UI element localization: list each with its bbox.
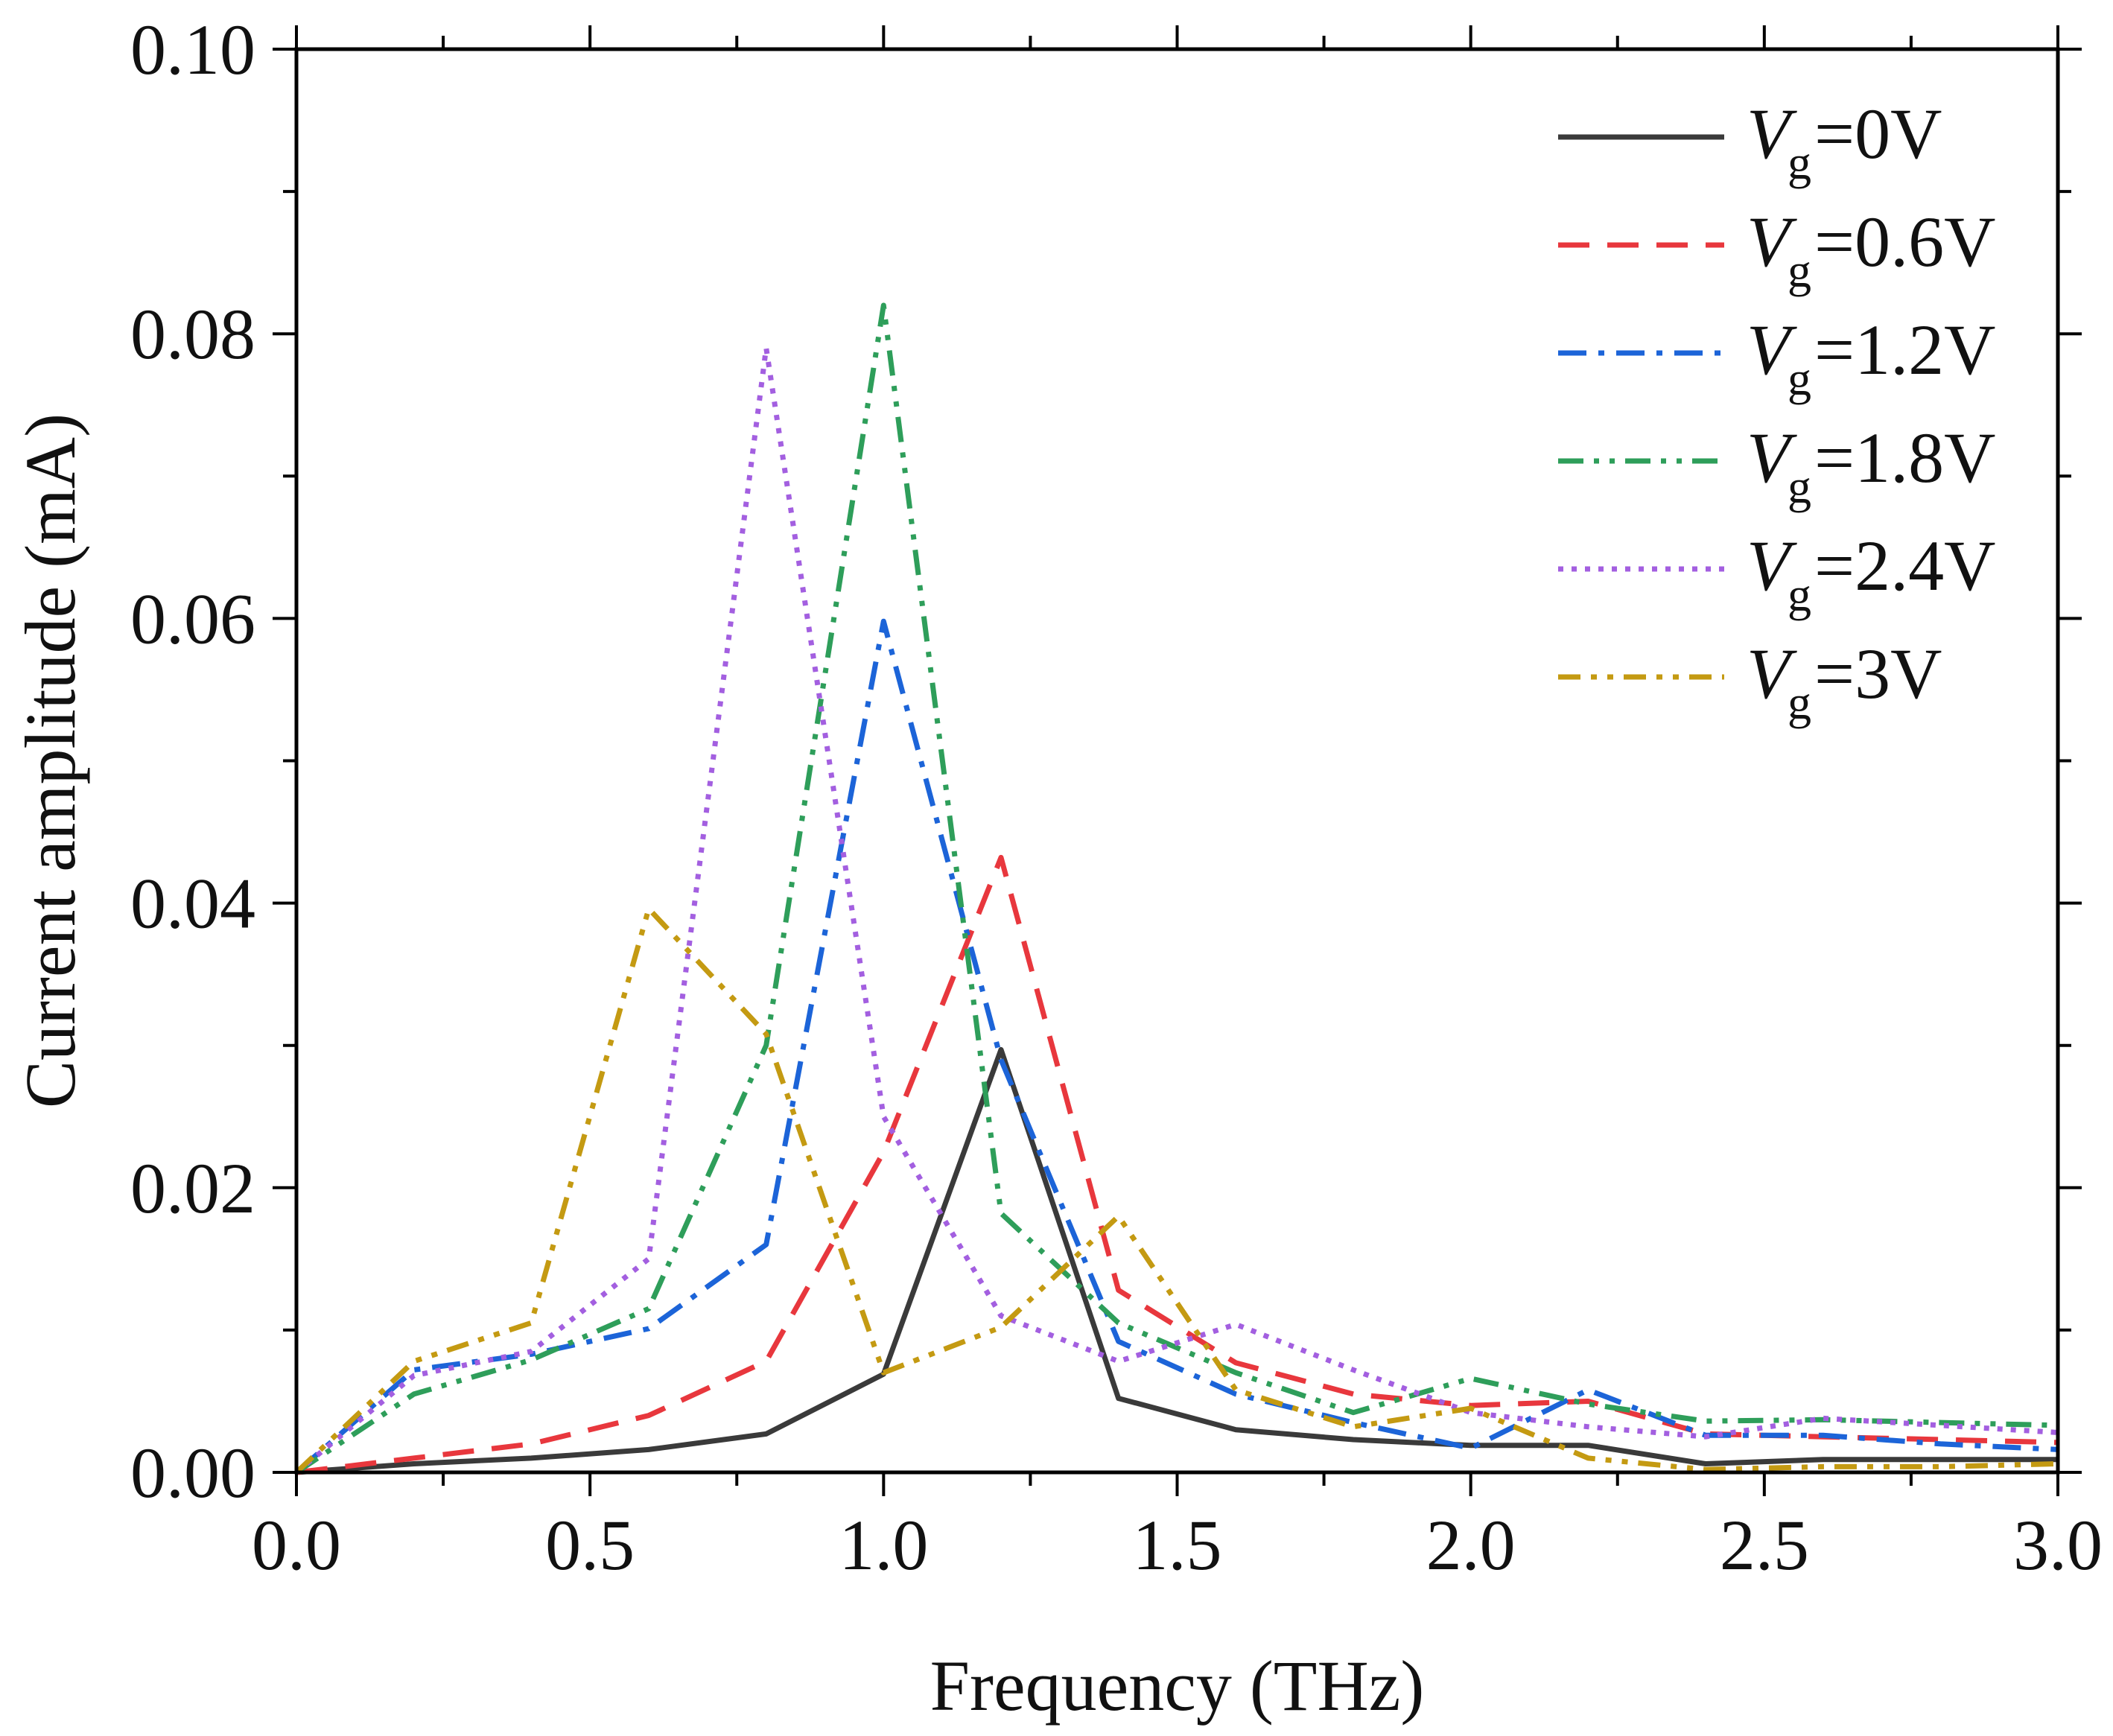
y-tick-label: 0.06 [130, 579, 255, 658]
tick-layer [273, 25, 2082, 1496]
y-tick-label: 0.04 [130, 864, 255, 944]
legend-symbol: V [1747, 310, 1797, 390]
series-line [294, 618, 2059, 1475]
legend-subscript: g [1788, 244, 1811, 297]
legend-subscript: g [1788, 568, 1811, 621]
legend-symbol: V [1747, 94, 1797, 174]
legend-symbol: V [1747, 418, 1797, 497]
legend-subscript: g [1788, 136, 1811, 189]
legend-label: =0V [1814, 94, 1942, 174]
legend-subscript: g [1788, 460, 1811, 513]
x-tick-label: 3.0 [2013, 1505, 2103, 1585]
series-layer [294, 302, 2059, 1475]
legend-symbol: V [1747, 526, 1797, 605]
series-line [294, 345, 2059, 1475]
x-axis-title: Frequency (THz) [930, 1646, 1425, 1726]
legend-label: =1.2V [1814, 310, 1995, 390]
legend-label: =1.8V [1814, 418, 1995, 497]
x-tick-label: 1.0 [839, 1505, 928, 1585]
legend-symbol: V [1747, 202, 1797, 282]
x-tick-label: 2.0 [1426, 1505, 1516, 1585]
label-layer: 0.0 0.5 1.0 1.5 2.0 2.5 3.0 0.00 0.02 0.04 0.06 0.0… [130, 10, 2103, 1585]
legend-subscript: g [1788, 676, 1811, 729]
x-tick-label: 0.5 [545, 1505, 635, 1585]
series-line [295, 302, 2059, 1475]
legend-label: =3V [1814, 634, 1942, 713]
x-tick-label: 1.5 [1133, 1505, 1222, 1585]
x-tick-label: 0.0 [252, 1505, 341, 1585]
legend-label: =2.4V [1814, 526, 1995, 605]
y-tick-label: 0.10 [130, 10, 255, 89]
series-line [296, 1046, 2058, 1475]
y-axis-title: Current amplitude (mA) [10, 413, 90, 1108]
y-tick-label: 0.00 [130, 1433, 255, 1513]
y-tick-label: 0.02 [130, 1148, 255, 1228]
legend-label: =0.6V [1814, 202, 1995, 282]
legend-symbol: V [1747, 634, 1797, 713]
legend-subscript: g [1788, 352, 1811, 405]
x-tick-label: 2.5 [1720, 1505, 1809, 1585]
y-tick-label: 0.08 [130, 294, 255, 374]
